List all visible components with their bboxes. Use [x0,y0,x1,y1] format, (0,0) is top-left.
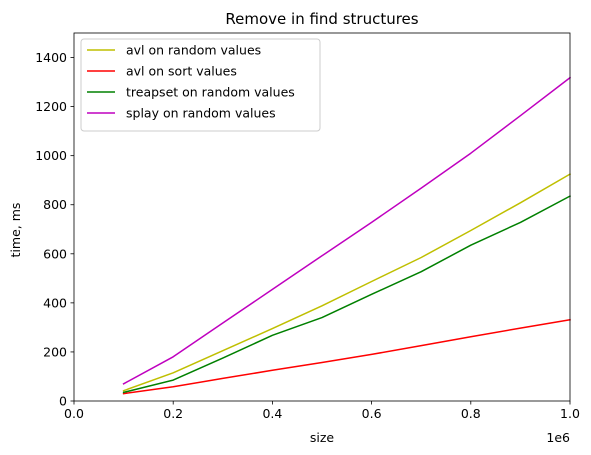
series-line-0 [122,173,572,392]
x-tick-label-4: 0.8 [461,406,481,421]
legend-label-3: splay on random values [126,106,276,121]
series-line-1 [122,318,571,395]
x-tick-label-1: 0.2 [163,406,183,421]
x-axis-label: size [310,430,335,445]
legend-box [80,38,321,132]
legend-label-1: avl on sort values [126,64,237,79]
y-tick-label-5: 1000 [35,148,67,163]
axes-frame [73,32,571,402]
legend: avl on random values avl on sort values tr… [80,38,321,132]
plot-area: 0.0 0.2 0.4 0.6 0.8 1.0 0 200 400 600 800 1000 1200 1… [35,32,580,421]
x-tick-label-5: 1.0 [560,406,580,421]
y-tick-label-2: 400 [43,295,67,310]
y-tick-label-4: 800 [43,197,67,212]
x-tick-label-0: 0.0 [64,406,84,421]
chart-title: Remove in find structures [225,10,418,28]
y-tick-label-1: 200 [43,344,67,359]
y-axis-label: time, ms [8,203,23,258]
y-tick-label-7: 1400 [35,50,67,65]
legend-label-0: avl on random values [126,43,261,58]
y-tick-label-3: 600 [43,246,67,261]
x-tick-label-3: 0.6 [362,406,382,421]
y-tick-label-6: 1200 [35,99,67,114]
x-axis-offset-label: 1e6 [546,430,570,445]
series-line-3 [122,76,572,385]
series-line-2 [122,195,572,394]
legend-label-2: treapset on random values [126,85,295,100]
x-tick-label-2: 0.4 [262,406,282,421]
y-tick-label-0: 0 [59,394,67,409]
